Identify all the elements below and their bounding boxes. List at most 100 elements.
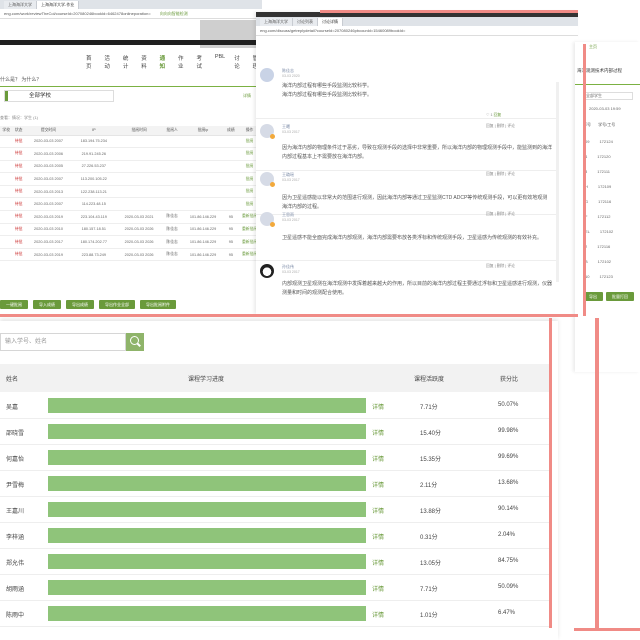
reviewer-cell: 陈佳志: [162, 223, 182, 237]
divider: [256, 260, 556, 261]
nav-discussion[interactable]: 讨论: [234, 56, 240, 70]
detail-link[interactable]: 详情: [372, 457, 385, 463]
reply-actions[interactable]: 回复 | 删除 | 评论: [486, 264, 515, 268]
header-shadow-strip: [0, 40, 262, 45]
badge-icon: [270, 222, 275, 227]
detail-link[interactable]: 详情: [372, 509, 385, 515]
browser-tab[interactable]: 上海海洋大学: [4, 1, 37, 9]
post-time: 03-03 2017: [282, 130, 300, 134]
extension-label[interactable]: 向向向智能检测: [159, 11, 188, 16]
ip-cell: 113.200.105.22: [72, 172, 116, 186]
action-link[interactable]: 批阅: [237, 172, 262, 186]
action-link[interactable]: 重新批阅: [237, 235, 262, 249]
search-icon[interactable]: [126, 333, 144, 351]
detail-link[interactable]: 详情: [372, 613, 385, 619]
author-name[interactable]: 陈佳志: [282, 68, 294, 73]
browser-tab[interactable]: 讨论列表: [293, 18, 318, 26]
action-link[interactable]: 重新批阅: [237, 223, 262, 237]
author-name[interactable]: 孙佳伟: [282, 264, 294, 269]
address-bar[interactable]: eng.com/discuss/getreplydetail?courseId=…: [256, 26, 578, 36]
export-attachments-button[interactable]: 导出批阅附件: [140, 300, 176, 309]
nav-stats[interactable]: 统计: [122, 56, 129, 70]
author-name[interactable]: 王璐瑶: [282, 172, 294, 177]
export-all-homework-button[interactable]: 导出作业全部: [99, 300, 135, 309]
detail-link[interactable]: 详情: [372, 431, 385, 437]
reply-actions[interactable]: 回复 | 删除 | 评论: [486, 212, 515, 216]
row-index: G: [585, 199, 589, 204]
row-id: 172120: [597, 154, 611, 159]
table-row: 待批 2020-03-03 2017 180.174.202.77 2020-03-0…: [0, 235, 262, 249]
detail-link[interactable]: 详情: [372, 483, 385, 489]
nav-activity[interactable]: 活动: [104, 56, 110, 70]
search-input[interactable]: 输入学号、姓名: [0, 333, 126, 351]
panel-buttons: 导出 批量打回: [583, 292, 634, 301]
detail-link[interactable]: 详情: [372, 405, 385, 411]
batch-return-button[interactable]: 批量打回: [606, 292, 634, 301]
address-bar[interactable]: eng.com/work/reviewTheCol/courseId=20708…: [0, 9, 262, 19]
row-id: 172102: [599, 229, 614, 234]
one-click-review-button[interactable]: 一键批阅: [0, 300, 28, 309]
progress-bar: [48, 606, 366, 621]
row-index: 2: [585, 244, 588, 249]
export-button[interactable]: 导出: [583, 292, 603, 301]
author-name[interactable]: 王曦: [282, 124, 290, 129]
url-text: eng.com/work/reviewTheCol/courseId=20708…: [4, 11, 151, 16]
author-name[interactable]: 王思雨: [282, 212, 294, 217]
student-select[interactable]: 全部学生: [583, 92, 633, 100]
status-cell: 待批: [12, 197, 25, 212]
status-cell: 待批: [12, 147, 25, 161]
browser-tab-active[interactable]: 上海海洋大学-作业: [37, 1, 80, 9]
action-link[interactable]: 批阅: [237, 197, 262, 212]
table-row: 待批 2020-03-03 2013 122.238.113.21 批阅: [0, 185, 262, 199]
action-link[interactable]: 重新批阅: [237, 210, 262, 224]
home-link[interactable]: 主页: [589, 44, 597, 49]
reply-body: 因为卫星遥感能以非常大的范围进行观测，因此海洋内部等通过卫星监测CTD ADCP…: [282, 195, 548, 210]
nav-home[interactable]: 首页: [86, 56, 92, 70]
highlight-bar: [583, 44, 586, 316]
nav-notice[interactable]: 通知: [159, 56, 166, 70]
action-link[interactable]: 批阅: [237, 147, 262, 161]
row-id: 172112: [597, 214, 611, 219]
reply-actions[interactable]: 回复 | 删除 | 评论: [486, 172, 515, 176]
detail-link[interactable]: 详情: [372, 535, 385, 541]
action-link[interactable]: 批阅: [237, 135, 262, 149]
review-time-cell: 2020-03-03 2021: [115, 210, 163, 224]
detail-link[interactable]: 详情: [372, 561, 385, 567]
detail-link[interactable]: 详情: [372, 587, 385, 593]
row-id: 172124: [599, 139, 613, 144]
discussion-detail-window: 上海海洋大学 讨论列表 讨论详情 eng.com/discuss/getrepl…: [256, 12, 578, 314]
course-nav-menu: 首页 活动 统计 资料 通知 作业 考试 PBL 讨论 管理: [86, 54, 262, 70]
action-link[interactable]: 重新批阅: [237, 248, 262, 262]
review-ip-cell: [181, 185, 225, 199]
reply-actions[interactable]: 回复 | 删除 | 评论: [486, 124, 515, 128]
nav-materials[interactable]: 资料: [141, 56, 147, 70]
score-ratio: 13.68%: [498, 480, 519, 486]
col-school: 学校: [0, 126, 13, 136]
school-cell: [0, 235, 13, 249]
scrollbar[interactable]: [556, 82, 559, 282]
import-scores-button[interactable]: 导入成绩: [33, 300, 61, 309]
review-time-cell: [115, 197, 163, 212]
nav-exam[interactable]: 考试: [196, 56, 202, 70]
export-scores-button[interactable]: 导出成绩: [66, 300, 94, 309]
action-link[interactable]: 批阅: [237, 160, 262, 174]
details-link[interactable]: 详情: [243, 93, 251, 98]
avatar: [260, 68, 274, 82]
reviewer-cell: [162, 185, 182, 199]
score-cell: 95: [224, 223, 238, 237]
panel-title: 海洋观测技术内部过程: [577, 68, 622, 73]
nav-pbl[interactable]: PBL: [214, 54, 226, 60]
school-select[interactable]: 全部学校: [4, 90, 114, 102]
action-link[interactable]: 批阅: [237, 185, 262, 199]
row-id: 172123: [599, 274, 613, 279]
like-icon[interactable]: ♡ 1: [486, 113, 493, 117]
nav-manage[interactable]: 管理: [253, 54, 262, 70]
browser-tab[interactable]: 上海海洋大学: [260, 18, 293, 26]
reply-link[interactable]: 回复: [493, 113, 502, 117]
post-actions: ♡ 1 回复: [486, 112, 501, 118]
nav-homework[interactable]: 作业: [178, 56, 184, 70]
question-title: 什么是？ 为什么？: [0, 77, 42, 83]
browser-tab-active[interactable]: 讨论详情: [318, 18, 343, 26]
activity-value: 1.01分: [420, 613, 438, 619]
progress-bar: [48, 450, 366, 465]
